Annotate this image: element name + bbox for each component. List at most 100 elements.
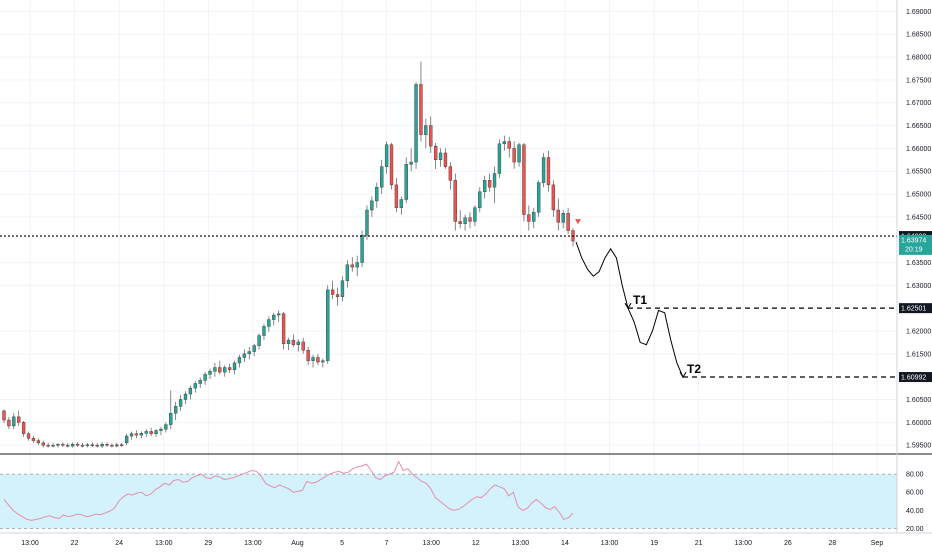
candle-body [41, 442, 45, 446]
candle-body [522, 144, 526, 215]
candle-body [458, 221, 462, 224]
projection-curve [575, 241, 629, 309]
candle-body [139, 433, 144, 436]
candle-body [399, 199, 403, 208]
candle-body [556, 209, 560, 223]
candle-body [247, 351, 251, 355]
candle-body [46, 444, 50, 447]
candle-body [321, 360, 325, 363]
candle-body [375, 186, 379, 202]
candle-body [178, 399, 183, 407]
time-tick-label: 24 [115, 540, 123, 547]
candle-body [129, 433, 134, 437]
key-level-label: 1.60992 [901, 375, 926, 382]
candle-body [316, 357, 320, 363]
candle-body [36, 440, 41, 444]
candle-body [380, 166, 384, 188]
candle-body [507, 141, 511, 149]
time-tick-label: 13:00 [422, 540, 440, 547]
time-tick-label: 26 [784, 540, 792, 547]
candle-body [301, 341, 305, 351]
time-tick-label: 21 [695, 540, 703, 547]
candle-body [394, 184, 399, 208]
time-tick-label: Sep [871, 540, 884, 547]
price-tick-label: 1.60000 [906, 420, 931, 427]
candle-body [517, 144, 521, 163]
candle-body [208, 370, 212, 375]
time-tick-label: 22 [71, 540, 79, 547]
candle-body [203, 374, 207, 381]
time-tick-label: 7 [385, 540, 389, 547]
candle-body [80, 444, 85, 447]
rsi-line [3, 460, 574, 521]
time-tick-label: 13:00 [512, 540, 530, 547]
projection: T1 T2 [575, 241, 701, 379]
candle-body [120, 444, 124, 446]
candle-body [174, 406, 178, 414]
candle-body [110, 444, 114, 447]
candle-body [419, 84, 423, 135]
candle-body [17, 416, 21, 423]
candle-body [31, 438, 36, 441]
candle-body [541, 157, 546, 183]
candle-body [306, 349, 310, 361]
grid [0, 0, 897, 533]
candle-body [105, 444, 109, 446]
candle-body [561, 213, 565, 223]
price-tick-label: 1.69000 [906, 9, 931, 16]
candle-body [497, 143, 502, 174]
candle-body [223, 367, 227, 373]
candle-body [473, 207, 477, 222]
candle-body [487, 180, 492, 188]
time-tick-label: 13:00 [601, 540, 619, 547]
candle-body [7, 419, 11, 427]
candle-body [2, 410, 6, 421]
projection-arrowhead-icon [624, 302, 632, 310]
candle-body [218, 367, 222, 373]
candle-body [237, 357, 242, 364]
price-tick-label: 1.59500 [906, 443, 931, 450]
candle-body [227, 367, 232, 371]
price-tick-label: 1.62000 [906, 329, 931, 336]
time-tick-label: 29 [204, 540, 212, 547]
time-tick-label: 19 [650, 540, 658, 547]
key-levels [0, 235, 897, 378]
price-tick-label: 1.66000 [906, 146, 931, 153]
candle-body [326, 289, 330, 361]
price-tick-label: 1.67000 [906, 100, 931, 107]
candle-body [164, 424, 168, 430]
candle-body [335, 294, 340, 297]
price-tick-label: 1.65000 [906, 192, 931, 199]
candle-body [267, 319, 271, 327]
time-tick-label: 13:00 [155, 540, 173, 547]
candle-body [71, 444, 75, 447]
rsi-band [0, 474, 897, 529]
candle-body [512, 148, 516, 163]
countdown-label: 20:19 [905, 246, 923, 253]
time-tick-label: 13:00 [734, 540, 752, 547]
candle-body [370, 200, 374, 211]
candle-body [340, 280, 345, 297]
candle-body [360, 234, 364, 263]
candle-body [213, 367, 217, 372]
candle-body [345, 264, 350, 281]
candle-body [100, 444, 104, 447]
candle-body [169, 412, 173, 425]
key-level-tag [899, 303, 932, 314]
candle-body [566, 213, 570, 231]
candle-body [272, 314, 276, 320]
sell-arrow-icon [575, 219, 581, 225]
projection-curve [627, 307, 684, 378]
price-tick-label: 1.68500 [906, 32, 931, 39]
candle-body [433, 145, 438, 160]
time-tick-label: 13:00 [21, 540, 39, 547]
price-tick-label: 1.66500 [906, 123, 931, 130]
time-tick-label: 28 [829, 540, 837, 547]
candle-body [429, 125, 433, 147]
candle-body [330, 289, 335, 295]
target-label: T2 [687, 362, 701, 376]
candle-body [188, 387, 193, 395]
candle-body [296, 341, 300, 345]
